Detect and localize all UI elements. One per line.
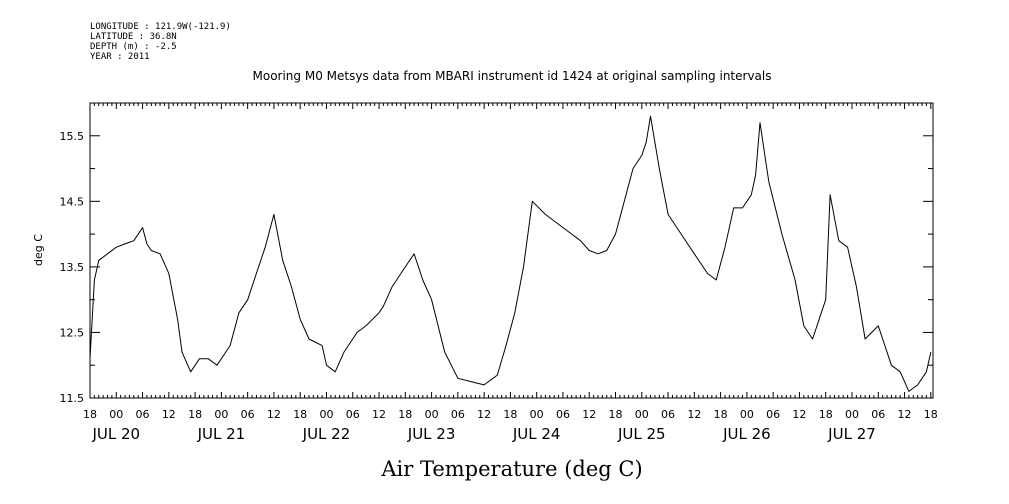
- x-day-label: JUL 26: [722, 425, 771, 443]
- x-hour-label: 12: [162, 408, 176, 421]
- x-hour-label: 12: [477, 408, 491, 421]
- x-hour-label: 00: [740, 408, 754, 421]
- x-hour-label: 00: [319, 408, 333, 421]
- x-day-label: JUL 22: [302, 425, 351, 443]
- x-hour-label: 12: [898, 408, 912, 421]
- depth-text: DEPTH (m) : -2.5: [90, 42, 177, 52]
- x-hour-label: 00: [845, 408, 859, 421]
- x-hour-label: 18: [924, 408, 938, 421]
- year-text: YEAR : 2011: [90, 52, 150, 62]
- x-hour-label: 06: [661, 408, 675, 421]
- y-axis: 11.5 12.5 13.5 14.5 15.5: [60, 130, 933, 405]
- x-day-label: JUL 23: [407, 425, 456, 443]
- x-hour-label: 18: [83, 408, 97, 421]
- series-layer: [89, 115, 932, 392]
- x-hour-label: 18: [609, 408, 623, 421]
- x-hour-label: 06: [556, 408, 570, 421]
- series-line: [89, 115, 932, 392]
- x-hour-label: 18: [503, 408, 517, 421]
- x-axis-label: Air Temperature (deg C): [380, 457, 642, 481]
- x-hour-label: 00: [425, 408, 439, 421]
- x-hour-label: 00: [635, 408, 649, 421]
- x-axis: 18 00 06 12 18 00 06 12 18 00 06 12 18 00 06 12 18 00 06 12…: [83, 103, 938, 443]
- x-hour-label: 12: [372, 408, 386, 421]
- y-tick-label: 14.5: [60, 195, 85, 208]
- x-hour-label: 06: [871, 408, 885, 421]
- x-day-label: JUL 24: [512, 425, 561, 443]
- x-hour-label: 06: [451, 408, 465, 421]
- y-axis-label: deg C: [32, 234, 45, 266]
- x-hour-label: 06: [241, 408, 255, 421]
- x-day-label: JUL 25: [617, 425, 666, 443]
- x-hour-label: 18: [293, 408, 307, 421]
- x-hour-label: 00: [109, 408, 123, 421]
- x-day-label: JUL 20: [91, 425, 140, 443]
- y-tick-label: 12.5: [60, 326, 85, 339]
- y-tick-label: 15.5: [60, 130, 85, 143]
- plot-frame: [89, 102, 934, 399]
- y-tick-label: 13.5: [60, 261, 85, 274]
- x-hour-label: 12: [792, 408, 806, 421]
- y-tick-label: 11.5: [60, 392, 85, 405]
- x-hour-label: 12: [267, 408, 281, 421]
- x-day-label: JUL 27: [827, 425, 876, 443]
- x-hour-label: 18: [714, 408, 728, 421]
- x-hour-label: 18: [819, 408, 833, 421]
- longitude-text: LONGITUDE : 121.9W(-121.9): [90, 22, 231, 32]
- x-hour-label: 00: [530, 408, 544, 421]
- x-hour-label: 00: [214, 408, 228, 421]
- x-hour-label: 12: [687, 408, 701, 421]
- x-hour-label: 18: [188, 408, 202, 421]
- x-hour-label: 12: [582, 408, 596, 421]
- x-hour-label: 06: [136, 408, 150, 421]
- x-hour-label: 06: [766, 408, 780, 421]
- x-day-label: JUL 21: [197, 425, 246, 443]
- x-hour-label: 06: [346, 408, 360, 421]
- x-hour-label: 18: [398, 408, 412, 421]
- chart-title: Mooring M0 Metsys data from MBARI instru…: [253, 69, 772, 83]
- latitude-text: LATITUDE : 36.8N: [90, 32, 177, 42]
